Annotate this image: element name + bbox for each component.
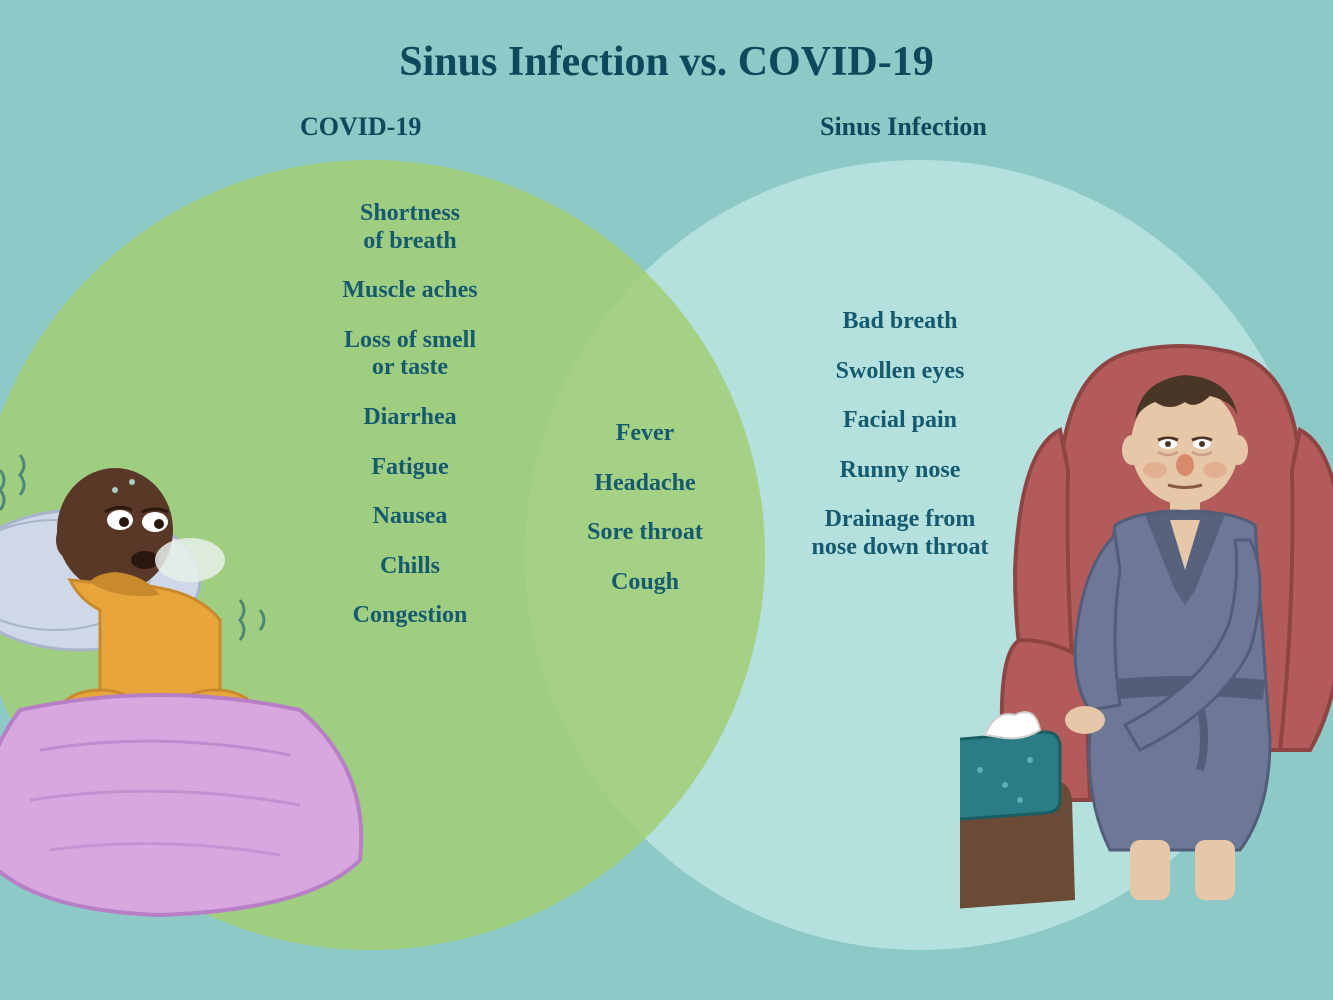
symptom-item: Chills xyxy=(280,553,540,581)
symptom-item: Diarrhea xyxy=(280,404,540,432)
main-title: Sinus Infection vs. COVID-19 xyxy=(0,38,1333,86)
symptom-item: Swollen eyes xyxy=(770,358,1030,386)
shared-symptom-list: Fever Headache Sore throat Cough xyxy=(540,420,750,618)
symptom-item: Muscle aches xyxy=(280,277,540,305)
symptom-item: Loss of smellor taste xyxy=(280,327,540,382)
symptom-item: Runny nose xyxy=(770,457,1030,485)
symptom-item: Nausea xyxy=(280,503,540,531)
sinus-symptom-list: Bad breath Swollen eyes Facial pain Runny n… xyxy=(770,308,1030,584)
covid-symptom-list: Shortnessof breath Muscle aches Loss of sm… xyxy=(280,200,540,652)
symptom-item: Fatigue xyxy=(280,454,540,482)
symptom-item: Cough xyxy=(540,569,750,597)
symptom-item: Congestion xyxy=(280,602,540,630)
symptom-item: Shortnessof breath xyxy=(280,200,540,255)
symptom-item: Sore throat xyxy=(540,519,750,547)
symptom-item: Bad breath xyxy=(770,308,1030,336)
symptom-item: Fever xyxy=(540,420,750,448)
symptom-item: Facial pain xyxy=(770,407,1030,435)
sinus-label: Sinus Infection xyxy=(820,112,987,142)
symptom-item: Headache xyxy=(540,470,750,498)
covid-label: COVID-19 xyxy=(300,112,421,142)
symptom-item: Drainage fromnose down throat xyxy=(770,506,1030,561)
